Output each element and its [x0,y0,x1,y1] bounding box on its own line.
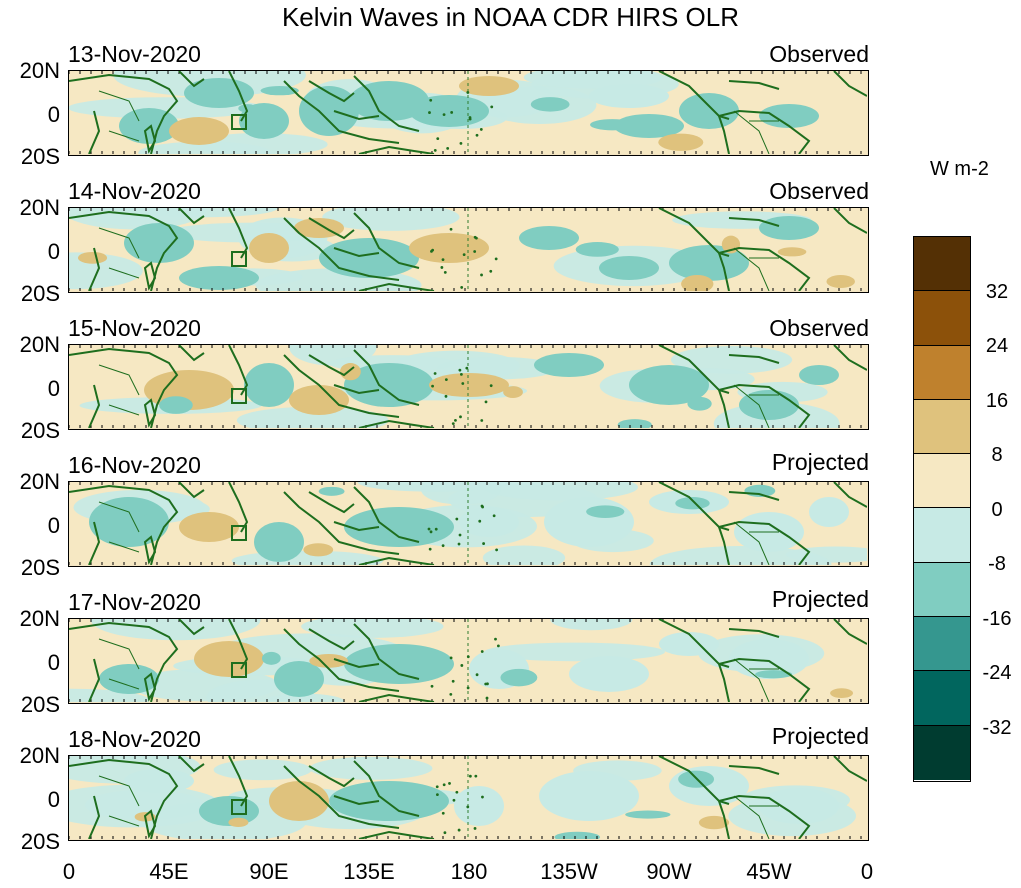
colorbar-segment-9 [914,725,970,780]
map-title: Kelvin Waves in NOAA CDR HIRS OLR [281,2,740,32]
lat-label-eq-5: 0 [47,650,60,675]
colorbar-label-24: 24 [985,335,1009,357]
map-canvas-1 [69,71,867,154]
colorbar-segment-0 [914,237,970,292]
map-panel-2 [68,207,869,293]
lon-label-180: 180 [450,859,488,884]
colorbar-label-neg32: -32 [982,717,1012,739]
lat-label-20s-4: 20S [20,555,60,580]
colorbar-segment-3 [914,399,970,455]
colorbar-label-16: 16 [985,390,1009,412]
panel-date-3: 15-Nov-2020 [68,315,201,341]
lon-label-360: 0 [860,859,874,884]
panel-date-6: 18-Nov-2020 [68,726,201,752]
map-canvas-2 [69,208,867,291]
colorbar-label-neg8: -8 [988,553,1006,575]
panel-date-1: 13-Nov-2020 [68,41,201,67]
colorbar-segment-6 [914,562,970,618]
map-panel-3 [68,344,869,430]
panel-date-4: 16-Nov-2020 [68,452,201,478]
lat-label-20s-2: 20S [20,281,60,306]
lon-label-0: 0 [62,859,76,884]
panel-status-1: Observed [769,41,869,67]
lat-label-20n-5: 20N [19,606,60,631]
colorbar-segment-8 [914,671,970,726]
colorbar-label-8: 8 [991,444,1003,466]
lon-label-90w: 90W [646,859,692,884]
colorbar-units: W m-2 [930,158,989,180]
panel-status-5: Projected [771,586,869,612]
lat-label-20n-6: 20N [19,743,60,768]
colorbar-segment-5 [914,508,970,563]
lon-label-45w: 45W [746,859,792,884]
lon-label-135w: 135W [540,859,598,884]
panel-status-2: Observed [769,178,869,204]
lat-label-20n-2: 20N [19,195,60,220]
lat-label-eq-3: 0 [47,376,60,401]
lon-label-45e: 45E [149,859,189,884]
map-panel-1 [68,70,869,156]
lat-label-eq-1: 0 [47,102,60,127]
lon-label-90e: 90E [249,859,289,884]
panel-status-6: Projected [771,723,869,749]
colorbar-segment-7 [914,617,970,672]
map-panel-5 [68,618,869,704]
map-canvas-6 [69,756,867,839]
map-panel-6 [68,755,869,841]
panel-date-2: 14-Nov-2020 [68,178,201,204]
panel-status-3: Observed [769,315,869,341]
lat-label-20s-5: 20S [20,692,60,717]
colorbar-label-neg24: -24 [982,662,1012,684]
lat-label-20s-1: 20S [20,144,60,169]
map-panel-4 [68,481,869,567]
colorbar-segment-2 [914,345,970,400]
colorbar-segment-4 [914,454,970,509]
lon-label-135e: 135E [343,859,395,884]
map-canvas-4 [69,482,867,565]
colorbar-segment-1 [914,291,970,346]
lat-label-20n-1: 20N [19,58,60,83]
map-canvas-3 [69,345,867,428]
colorbar-label-32: 32 [985,281,1009,303]
lat-label-eq-4: 0 [47,513,60,538]
map-canvas-5 [69,619,867,702]
colorbar-label-neg16: -16 [982,608,1012,630]
panel-date-5: 17-Nov-2020 [68,589,201,615]
lat-label-20n-4: 20N [19,469,60,494]
lat-label-20s-6: 20S [20,829,60,854]
lat-label-20n-3: 20N [19,332,60,357]
lat-label-eq-6: 0 [47,787,60,812]
lat-label-20s-3: 20S [20,418,60,443]
lat-label-eq-2: 0 [47,239,60,264]
colorbar-label-0: 0 [991,499,1003,521]
colorbar [913,236,971,782]
panel-status-4: Projected [771,449,869,475]
